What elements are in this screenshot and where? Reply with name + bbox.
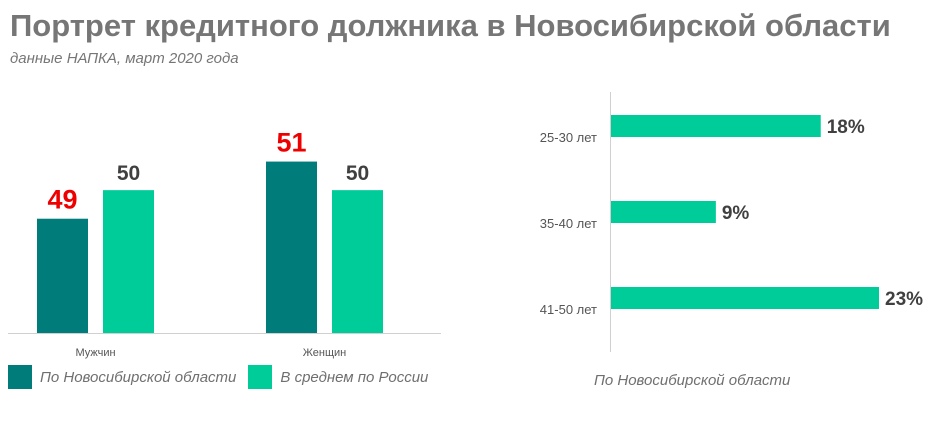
- legend-label-russia: В среднем по России: [280, 368, 429, 386]
- page-subtitle: данные НАПКА, март 2020 года: [10, 50, 239, 67]
- age-chart-caption: По Новосибирской области: [594, 372, 791, 389]
- age-tick-label-2: 41-50 лет: [540, 302, 597, 317]
- x-tick-label-1: Женщин: [303, 347, 346, 359]
- age-bar-2: [611, 287, 879, 309]
- age-data-label-2: 23%: [885, 289, 923, 310]
- chart-legend: По Новосибирской области В среднем по Ро…: [8, 365, 440, 389]
- bar-region-1: [266, 161, 317, 333]
- data-label-region-1: 51: [276, 128, 306, 158]
- data-label-russia-1: 50: [346, 162, 369, 185]
- age-data-label-1: 9%: [722, 203, 750, 224]
- age-tick-label-0: 25-30 лет: [540, 130, 597, 145]
- gender-bar-chart: 49 50 Мужчин 51 50 Женщин: [8, 128, 441, 359]
- data-label-russia-0: 50: [117, 162, 140, 185]
- age-bar-0: [611, 115, 821, 137]
- age-bar-1: [611, 201, 716, 223]
- legend-item-region: По Новосибирской области: [8, 365, 236, 389]
- age-data-label-0: 18%: [827, 117, 865, 138]
- age-tick-label-1: 35-40 лет: [540, 216, 597, 231]
- data-label-region-0: 49: [47, 185, 77, 215]
- bar-region-0: [37, 218, 88, 333]
- bar-russia-0: [103, 190, 154, 333]
- page-title: Портрет кредитного должника в Новосибирс…: [10, 8, 891, 43]
- x-tick-label-0: Мужчин: [75, 347, 115, 359]
- age-bar-chart: 18% 25-30 лет 9% 35-40 лет 23% 41-50 лет: [540, 92, 923, 352]
- bar-russia-1: [332, 190, 383, 333]
- legend-swatch-region: [8, 365, 32, 389]
- legend-swatch-russia: [248, 365, 273, 389]
- legend-item-russia: В среднем по России: [248, 365, 428, 389]
- legend-label-region: По Новосибирской области: [40, 368, 237, 386]
